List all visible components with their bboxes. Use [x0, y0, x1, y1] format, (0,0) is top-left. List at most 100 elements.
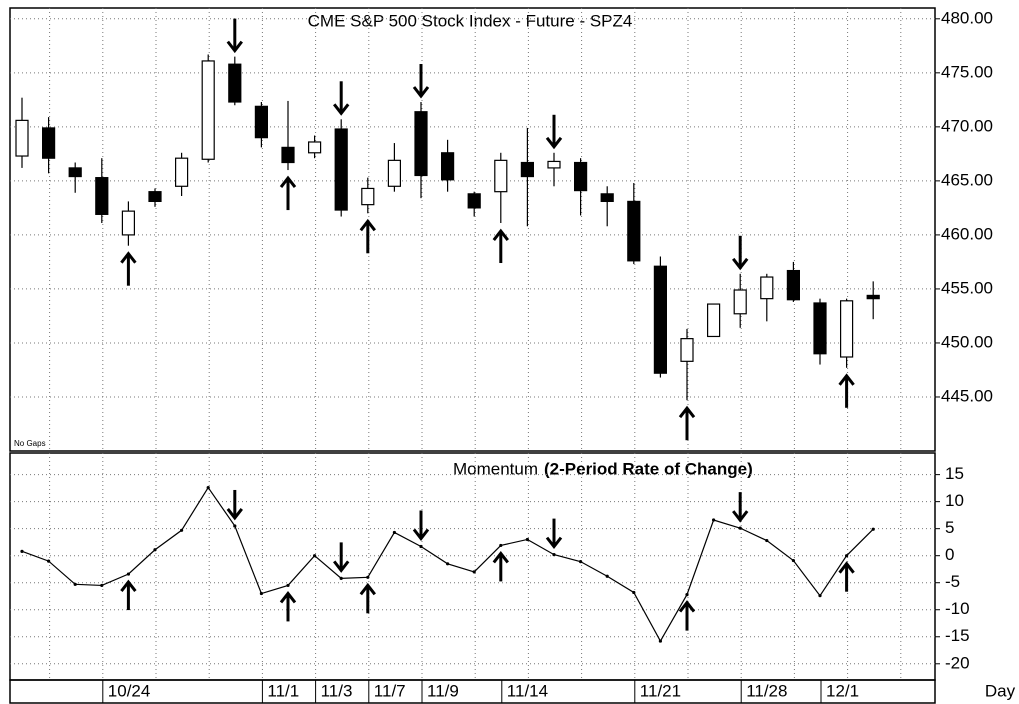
momentum-point: [658, 639, 663, 643]
momentum-subtitle: (2-Period Rate of Change): [544, 459, 753, 478]
y-tick-label: 480.00: [941, 8, 993, 27]
candle-body: [254, 105, 268, 139]
momentum-point: [20, 549, 24, 553]
momentum-point: [339, 576, 343, 580]
momentum-point: [366, 575, 370, 579]
candle-body: [15, 119, 29, 157]
signal-arrow-head: [359, 218, 376, 232]
momentum-point: [286, 583, 290, 588]
candle-body: [228, 63, 242, 103]
candle-body: [786, 269, 801, 301]
date-strip: [9, 679, 936, 704]
x-axis-label: Day: [985, 681, 1016, 700]
candle-body: [680, 338, 694, 362]
momentum-point: [685, 593, 689, 597]
signal-arrow-head: [678, 405, 696, 419]
momentum-point: [233, 524, 237, 528]
y-tick-label: 460.00: [941, 224, 993, 243]
momentum-panel: [9, 452, 936, 681]
momentum-point: [419, 544, 423, 549]
signal-arrow-head: [226, 508, 243, 521]
x-tick-label: 11/14: [507, 681, 548, 700]
momentum-title: Momentum: [453, 459, 538, 478]
candle-body: [121, 210, 136, 236]
y-tick-label: -20: [945, 653, 970, 672]
momentum-point: [765, 538, 769, 543]
candle-body: [627, 200, 641, 262]
signal-arrow-head: [838, 373, 855, 386]
momentum-point: [791, 558, 796, 563]
momentum-point: [47, 559, 51, 563]
candle-body: [387, 159, 401, 187]
momentum-point: [313, 554, 317, 558]
candle-body: [334, 128, 348, 211]
momentum-point: [392, 530, 396, 535]
candle-body: [95, 177, 109, 215]
momentum-point: [126, 572, 130, 576]
signal-arrow-head: [732, 510, 749, 523]
y-tick-label: -5: [945, 572, 960, 591]
signal-arrow-head: [120, 579, 137, 592]
candle-body: [813, 302, 827, 355]
signal-arrow-head: [545, 136, 563, 150]
momentum-point: [499, 543, 503, 548]
momentum-point: [259, 591, 263, 596]
signal-arrow-head: [492, 228, 509, 241]
price-panel: [9, 7, 936, 452]
signal-arrow-head: [838, 561, 855, 574]
momentum-point: [153, 548, 157, 552]
candle-body: [547, 160, 561, 169]
momentum-point: [605, 574, 609, 578]
y-tick-label: 10: [945, 491, 964, 510]
signal-arrow-head: [226, 40, 243, 54]
candle-body: [361, 187, 375, 206]
candle-body: [494, 159, 508, 193]
signal-arrow-head: [545, 536, 563, 550]
momentum-point: [871, 527, 875, 531]
candle-body: [467, 193, 481, 209]
momentum-point: [73, 582, 77, 586]
y-tick-label: 15: [945, 464, 964, 483]
chart-title: CME S&P 500 Stock Index - Future - SPZ4: [308, 11, 633, 30]
y-tick-label: 450.00: [941, 332, 993, 351]
candle-body: [148, 191, 162, 203]
momentum-point: [818, 594, 822, 598]
candle-body: [653, 265, 668, 374]
x-tick-label: 12/1: [826, 681, 859, 700]
signal-arrow-head: [678, 600, 696, 613]
x-tick-label: 11/21: [640, 681, 681, 700]
candle-body: [281, 146, 295, 164]
momentum-point: [472, 570, 476, 574]
momentum-point: [738, 526, 742, 530]
momentum-point: [632, 590, 636, 595]
signal-arrow-head: [333, 103, 350, 116]
candle-body: [520, 161, 535, 178]
candle-body: [866, 294, 880, 300]
momentum-point: [552, 553, 556, 557]
momentum-point: [579, 560, 583, 564]
x-tick-label: 11/9: [427, 681, 459, 700]
momentum-point: [446, 562, 450, 566]
candle-body: [201, 60, 215, 160]
candle-body: [839, 300, 854, 358]
candle-body: [573, 161, 588, 192]
y-tick-label: -15: [945, 626, 970, 645]
y-tick-label: 465.00: [941, 170, 993, 189]
y-tick-label: 5: [945, 518, 954, 537]
candle-body: [414, 111, 428, 177]
x-tick-label: 10/24: [108, 681, 151, 700]
momentum-point: [845, 554, 849, 558]
candle-body: [706, 303, 721, 338]
signal-arrow-head: [279, 590, 297, 604]
signal-arrow-head: [732, 257, 749, 271]
y-tick-label: 0: [945, 545, 954, 564]
candle-body: [441, 152, 455, 181]
momentum-point: [712, 518, 716, 522]
x-tick-label: 11/1: [267, 681, 299, 700]
candle-body: [600, 193, 614, 203]
y-tick-label: -10: [945, 599, 970, 618]
momentum-point: [100, 583, 104, 588]
candle-body: [733, 289, 747, 315]
momentum-point: [206, 485, 210, 490]
